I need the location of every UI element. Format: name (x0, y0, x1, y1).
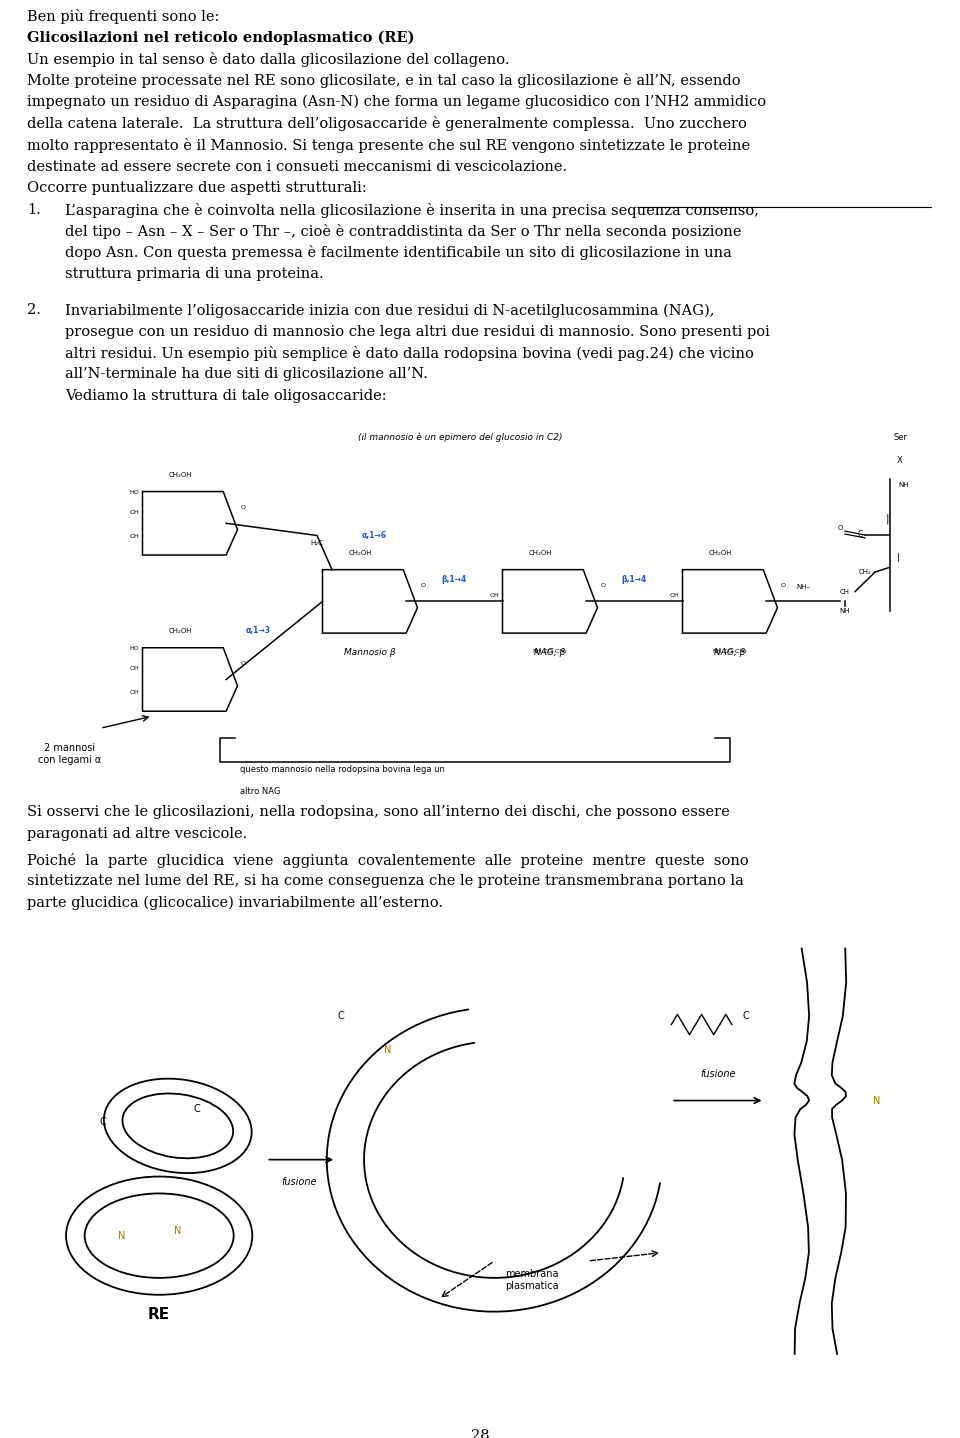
Text: Poiché  la  parte  glucidica  viene  aggiunta  covalentemente  alle  proteine  m: Poiché la parte glucidica viene aggiunta… (27, 853, 749, 867)
Text: Occorre puntualizzare due aspetti strutturali:: Occorre puntualizzare due aspetti strutt… (27, 181, 367, 196)
Text: HO: HO (130, 490, 139, 495)
Text: Mannosio β: Mannosio β (345, 649, 396, 657)
Text: RE: RE (148, 1307, 170, 1323)
Text: Si osservi che le glicosilazioni, nella rodopsina, sono all’interno dei dischi, : Si osservi che le glicosilazioni, nella … (27, 805, 730, 820)
Text: questo mannosio nella rodopsina bovina lega un: questo mannosio nella rodopsina bovina l… (240, 765, 444, 775)
Text: N: N (118, 1231, 126, 1241)
Text: CH₂OH: CH₂OH (348, 549, 372, 557)
Text: NH: NH (898, 482, 908, 489)
Text: OH: OH (130, 666, 139, 670)
Text: 2 mannosi
con legami α: 2 mannosi con legami α (38, 743, 102, 765)
Text: CH: CH (840, 588, 850, 595)
Text: del tipo – Asn – X – Ser o Thr –, cioè è contraddistinta da Ser o Thr nella seco: del tipo – Asn – X – Ser o Thr –, cioè è… (65, 224, 742, 239)
Text: N: N (873, 1096, 880, 1106)
Text: NAG, β: NAG, β (714, 649, 746, 657)
Text: OH: OH (670, 592, 680, 598)
Text: fusione: fusione (700, 1070, 735, 1080)
Text: parte glucidica (glicocalice) invariabilmente all’esterno.: parte glucidica (glicocalice) invariabil… (27, 896, 443, 910)
Text: Invariabilmente l’oligosaccaride inizia con due residui di N-acetilglucosammina : Invariabilmente l’oligosaccaride inizia … (65, 303, 715, 318)
Text: CH₂: CH₂ (858, 569, 872, 575)
Text: β,1→4: β,1→4 (442, 575, 467, 584)
Text: Un esempio in tal senso è dato dalla glicosilazione del collageno.: Un esempio in tal senso è dato dalla gli… (27, 52, 510, 66)
Text: all’N-terminale ha due siti di glicosilazione all’N.: all’N-terminale ha due siti di glicosila… (65, 367, 428, 381)
Text: |: | (897, 554, 900, 562)
Text: N: N (384, 1045, 391, 1055)
Text: O: O (420, 582, 425, 588)
Text: molto rappresentato è il Mannosio. Si tenga presente che sul RE vengono sintetiz: molto rappresentato è il Mannosio. Si te… (27, 138, 750, 152)
Text: altri residui. Un esempio più semplice è dato dalla rodopsina bovina (vedi pag.2: altri residui. Un esempio più semplice è… (65, 347, 755, 361)
Text: L’asparagina che è coinvolta nella glicosilazione è inserita in una precisa sequ: L’asparagina che è coinvolta nella glico… (65, 203, 759, 217)
Text: NH: NH (840, 608, 851, 614)
Text: O: O (837, 525, 843, 531)
Text: C: C (742, 1011, 749, 1021)
Text: Molte proteine processate nel RE sono glicosilate, e in tal caso la glicosilazio: Molte proteine processate nel RE sono gl… (27, 73, 740, 88)
Text: NH·CO·CH₃: NH·CO·CH₃ (712, 649, 747, 654)
Text: OH: OH (490, 592, 499, 598)
Text: NAG, β: NAG, β (535, 649, 565, 657)
Text: 1.: 1. (27, 203, 40, 217)
Text: (il mannosio è un epimero del glucosio in C2): (il mannosio è un epimero del glucosio i… (358, 433, 563, 443)
Text: impegnato un residuo di Asparagina (Asn-N) che forma un legame glucosidico con l: impegnato un residuo di Asparagina (Asn-… (27, 95, 766, 109)
Text: della catena laterale.  La struttura dell’oligosaccaride è generalmente compless: della catena laterale. La struttura dell… (27, 116, 747, 131)
Text: Glicosilazioni nel reticolo endoplasmatico (RE): Glicosilazioni nel reticolo endoplasmati… (27, 30, 415, 45)
Text: 2.: 2. (27, 303, 40, 318)
Text: N: N (174, 1227, 181, 1237)
Text: C: C (100, 1117, 107, 1126)
Text: O: O (780, 582, 785, 588)
Text: CH₂OH: CH₂OH (708, 549, 732, 557)
Text: C: C (857, 531, 863, 539)
Text: 28: 28 (470, 1429, 490, 1438)
Text: OH: OH (130, 509, 139, 515)
Text: NH·CO·CH₃: NH·CO·CH₃ (533, 649, 567, 654)
Text: altro NAG: altro NAG (240, 787, 280, 795)
Text: H₂C: H₂C (311, 541, 324, 546)
Text: destinate ad essere secrete con i consueti meccanismi di vescicolazione.: destinate ad essere secrete con i consue… (27, 160, 567, 174)
Text: C: C (193, 1104, 200, 1114)
Text: struttura primaria di una proteina.: struttura primaria di una proteina. (65, 266, 324, 280)
Text: sintetizzate nel lume del RE, si ha come conseguenza che le proteine transmembra: sintetizzate nel lume del RE, si ha come… (27, 874, 744, 889)
Text: O: O (241, 505, 246, 510)
Text: O: O (241, 661, 246, 666)
Text: β,1→4: β,1→4 (622, 575, 647, 584)
Text: α,1→3: α,1→3 (246, 626, 271, 636)
Text: O: O (601, 582, 606, 588)
Text: paragonati ad altre vescicole.: paragonati ad altre vescicole. (27, 827, 247, 841)
Text: |: | (885, 513, 889, 523)
Text: membrana
plasmatica: membrana plasmatica (505, 1270, 559, 1291)
Text: OH: OH (130, 533, 139, 539)
Text: prosegue con un residuo di mannosio che lega altri due residui di mannosio. Sono: prosegue con un residuo di mannosio che … (65, 325, 770, 339)
Text: fusione: fusione (281, 1176, 317, 1186)
Text: OH: OH (130, 690, 139, 695)
Text: HO: HO (130, 646, 139, 651)
Text: CH₂OH: CH₂OH (168, 628, 192, 634)
Text: Ser: Ser (893, 433, 907, 443)
Text: CH₂OH: CH₂OH (168, 472, 192, 477)
Text: NH–: NH– (796, 584, 810, 590)
Text: Ben più frequenti sono le:: Ben più frequenti sono le: (27, 9, 219, 23)
Text: X: X (898, 456, 902, 464)
Text: C: C (337, 1011, 344, 1021)
Text: Vediamo la struttura di tale oligosaccaride:: Vediamo la struttura di tale oligosaccar… (65, 388, 387, 403)
Text: α,1→6: α,1→6 (362, 531, 387, 541)
Text: dopo Asn. Con questa premessa è facilmente identificabile un sito di glicosilazi: dopo Asn. Con questa premessa è facilmen… (65, 246, 732, 260)
Text: CH₂OH: CH₂OH (528, 549, 552, 557)
